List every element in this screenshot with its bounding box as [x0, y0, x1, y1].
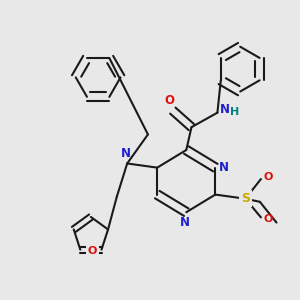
Text: O: O [88, 246, 97, 256]
Text: N: N [219, 161, 229, 174]
Text: O: O [165, 94, 175, 107]
Text: S: S [241, 192, 250, 205]
Text: O: O [263, 172, 273, 182]
Text: N: N [121, 147, 130, 161]
Text: H: H [230, 107, 240, 117]
Text: N: N [180, 216, 190, 229]
Text: N: N [220, 103, 230, 116]
Text: O: O [263, 214, 273, 224]
